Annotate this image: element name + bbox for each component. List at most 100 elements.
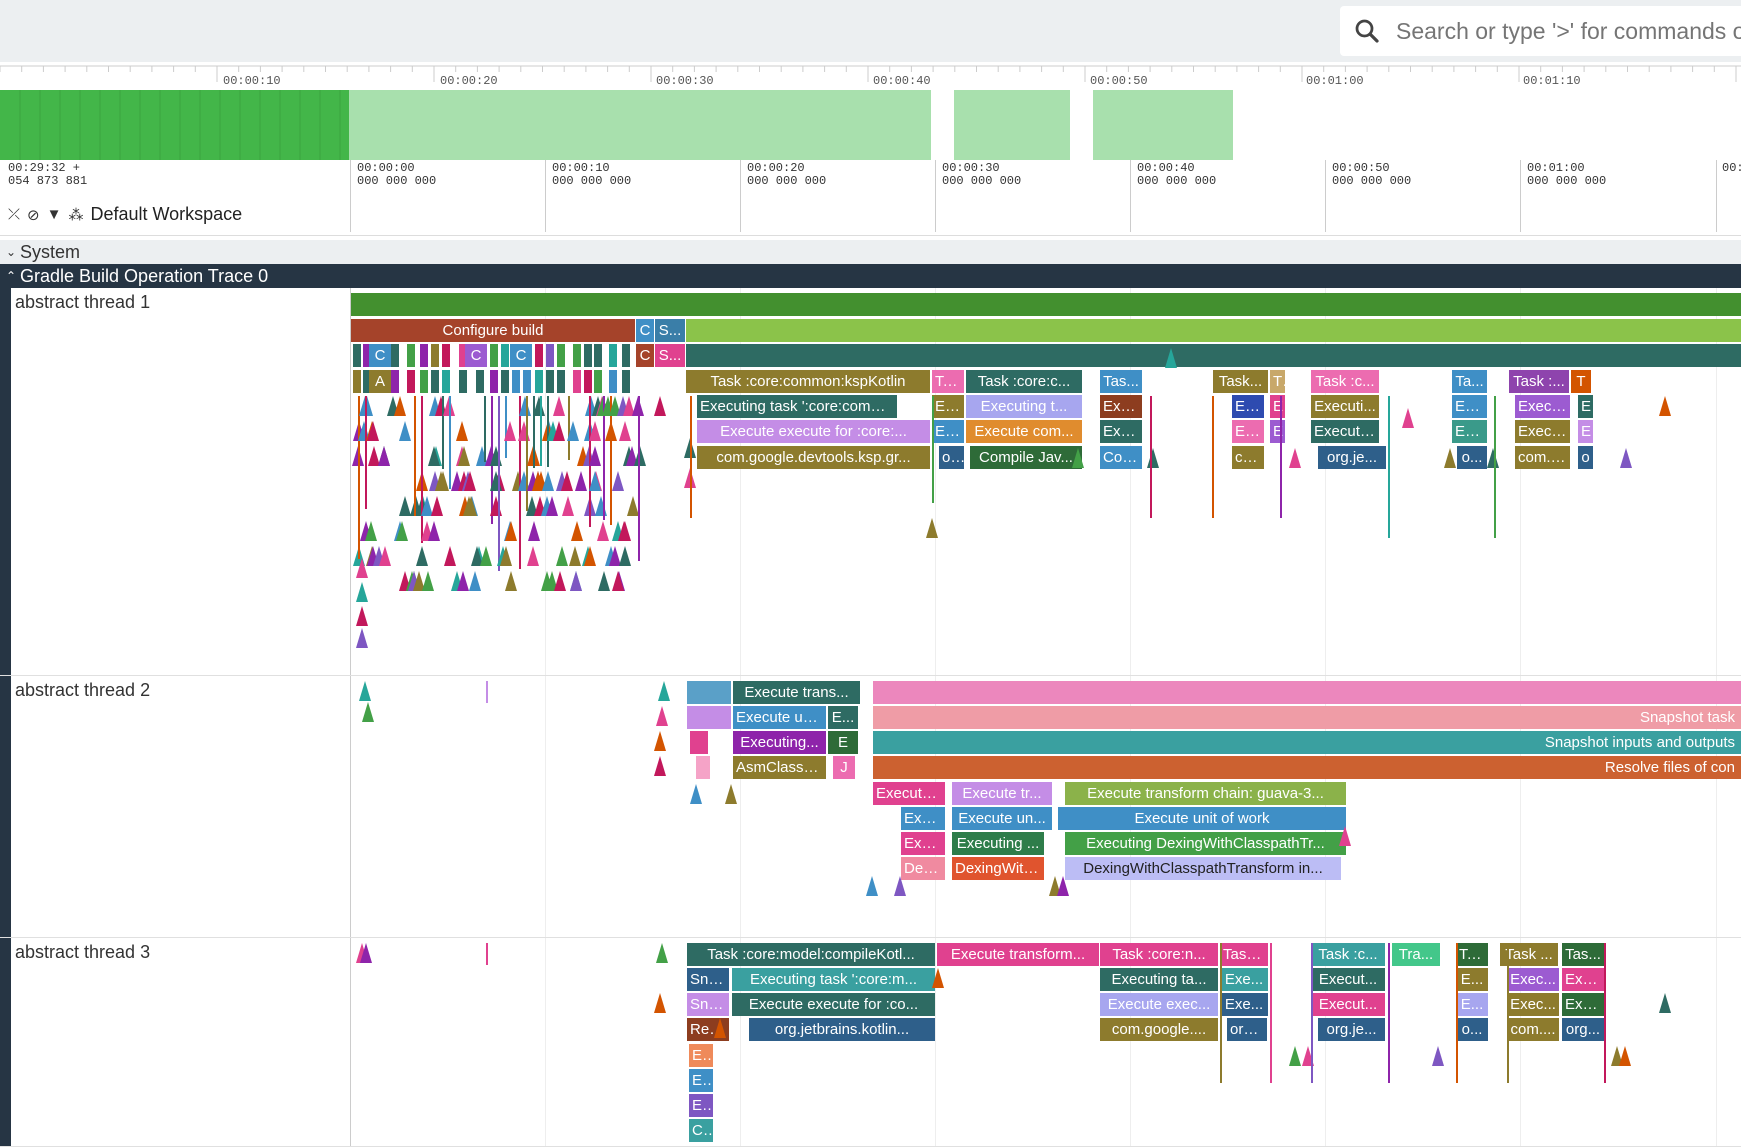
flow-arrow-icon[interactable] — [611, 571, 624, 591]
slice[interactable]: Execute un... — [733, 706, 826, 729]
slice[interactable]: C — [636, 319, 654, 342]
flow-arrow-icon[interactable] — [619, 521, 632, 541]
flow-arrow-icon[interactable] — [1147, 448, 1159, 468]
flow-arrow-icon[interactable] — [561, 471, 573, 491]
slice[interactable]: Execute exec... — [1100, 993, 1218, 1016]
flow-arrow-icon[interactable] — [1620, 448, 1632, 468]
slice[interactable] — [523, 370, 531, 393]
slice[interactable]: org... — [1227, 1018, 1267, 1041]
thin-slice[interactable] — [358, 396, 360, 560]
thin-slice[interactable] — [1311, 943, 1313, 1083]
slice[interactable]: E... — [689, 1069, 713, 1092]
slice[interactable]: Com... — [1100, 446, 1142, 469]
slice[interactable]: Exec... — [1507, 993, 1559, 1016]
flow-arrow-icon[interactable] — [455, 421, 468, 441]
slice[interactable]: Ta... — [1452, 370, 1487, 393]
flow-arrow-icon[interactable] — [393, 396, 406, 416]
slice[interactable]: Snapshot task — [873, 706, 1741, 729]
flow-arrow-icon[interactable] — [526, 446, 539, 466]
slice[interactable]: Ex... — [1452, 395, 1487, 418]
slice[interactable]: Exe... — [1562, 968, 1604, 991]
slice[interactable] — [687, 706, 731, 729]
slice[interactable] — [696, 756, 710, 779]
flow-arrow-icon[interactable] — [364, 521, 377, 541]
flow-arrow-icon[interactable] — [654, 756, 666, 776]
thin-slice[interactable] — [1270, 943, 1272, 1083]
thin-slice[interactable] — [603, 396, 605, 520]
workspace-icon[interactable]: ⁂ — [68, 206, 84, 224]
flow-arrow-icon[interactable] — [505, 571, 518, 591]
slice[interactable] — [420, 370, 428, 393]
slice[interactable]: C — [510, 344, 532, 367]
slice[interactable]: com.g... — [1515, 446, 1570, 469]
flow-arrow-icon[interactable] — [725, 784, 737, 804]
flow-arrow-icon[interactable] — [1432, 1046, 1444, 1066]
slice[interactable]: Ta... — [932, 370, 964, 393]
thin-slice[interactable] — [1150, 396, 1152, 518]
flow-arrow-icon[interactable] — [575, 471, 588, 491]
slice[interactable]: Execute un... — [952, 807, 1052, 830]
filter-icon[interactable]: ▼ — [46, 206, 62, 223]
flow-arrow-icon[interactable] — [436, 471, 449, 491]
slice[interactable]: Task :core:common:kspKotlin — [686, 370, 930, 393]
group-gradle-trace[interactable]: ⌃ Gradle Build Operation Trace 0 — [0, 264, 1741, 288]
slice[interactable]: Execute... — [1311, 420, 1379, 443]
flow-arrow-icon[interactable] — [562, 496, 575, 516]
slice[interactable]: Ex... — [1232, 395, 1264, 418]
slice[interactable] — [442, 344, 450, 367]
flow-arrow-icon[interactable] — [932, 968, 944, 988]
flow-arrow-icon[interactable] — [654, 993, 666, 1013]
thin-slice[interactable] — [486, 943, 488, 965]
root-slice[interactable] — [351, 293, 1741, 316]
flow-arrow-icon[interactable] — [457, 446, 470, 466]
flow-arrow-icon[interactable] — [490, 471, 502, 491]
slice[interactable]: Execute trans... — [733, 681, 860, 704]
flow-arrow-icon[interactable] — [519, 396, 532, 416]
flow-arrow-icon[interactable] — [427, 521, 440, 541]
flow-arrow-icon[interactable] — [611, 471, 624, 491]
slice[interactable]: Execute... — [873, 782, 945, 805]
slice[interactable]: J — [833, 756, 855, 779]
slice[interactable]: Execute execute for :co... — [732, 993, 935, 1016]
flow-arrow-icon[interactable] — [626, 496, 639, 516]
flow-arrow-icon[interactable] — [442, 396, 455, 416]
unpin-icon[interactable]: ⊘ — [27, 206, 40, 224]
chevron-up-icon[interactable]: ⌃ — [6, 269, 17, 283]
slice[interactable]: Sna... — [687, 993, 729, 1016]
slice[interactable] — [609, 344, 617, 367]
chevron-down-icon[interactable]: ⌄ — [6, 245, 17, 259]
slice[interactable]: Ex... — [1452, 420, 1487, 443]
slice[interactable]: com.google.... — [1100, 1018, 1218, 1041]
flow-arrow-icon[interactable] — [359, 681, 371, 701]
slice[interactable]: Executing ta... — [1100, 968, 1218, 991]
flow-arrow-icon[interactable] — [420, 496, 433, 516]
slice[interactable]: Execute tr... — [952, 782, 1052, 805]
flow-arrow-icon[interactable] — [526, 546, 539, 566]
flow-arrow-icon[interactable] — [1072, 448, 1084, 468]
flow-arrow-icon[interactable] — [430, 496, 443, 516]
flow-arrow-icon[interactable] — [589, 446, 602, 466]
thin-slice[interactable] — [638, 396, 640, 561]
slice[interactable] — [584, 370, 592, 393]
collapse-all-icon[interactable]: ⤫ — [8, 206, 21, 223]
slice[interactable]: E — [1270, 420, 1285, 443]
slice[interactable]: E... — [689, 1044, 713, 1067]
slice[interactable] — [535, 370, 543, 393]
thin-slice[interactable] — [484, 396, 486, 463]
flow-arrow-icon[interactable] — [470, 546, 483, 566]
flow-arrow-icon[interactable] — [378, 446, 391, 466]
slice[interactable]: DexingWith... — [952, 857, 1044, 880]
flow-arrow-icon[interactable] — [504, 421, 517, 441]
slice[interactable]: Snapshot inputs and outputs — [873, 731, 1741, 754]
slice[interactable]: Ta... — [1456, 943, 1488, 966]
slice[interactable]: S... — [655, 319, 685, 342]
flow-arrow-icon[interactable] — [1487, 448, 1499, 468]
flow-arrow-icon[interactable] — [443, 546, 456, 566]
slice[interactable]: E — [828, 731, 858, 754]
flow-arrow-icon[interactable] — [399, 496, 412, 516]
slice[interactable] — [584, 344, 592, 367]
flow-arrow-icon[interactable] — [584, 546, 596, 566]
slice[interactable] — [557, 344, 565, 367]
slice[interactable]: Execut... — [1311, 993, 1385, 1016]
slice[interactable]: com.... — [1507, 1018, 1559, 1041]
